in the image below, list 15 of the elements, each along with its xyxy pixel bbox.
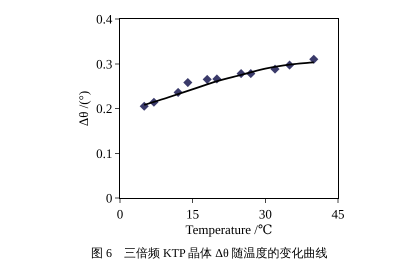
point (202, 74, 212, 84)
y-tick-label: 0.2 (96, 101, 112, 116)
x-tick-label: 0 (116, 206, 124, 222)
point (183, 78, 192, 88)
caption: 图 6 三倍频 KTP 晶体 Δθ 随温度的变化曲线 (91, 246, 328, 260)
y-axis-title: Δθ /(°) (76, 90, 92, 126)
y-tick-label: 0.1 (96, 146, 112, 161)
y-tick-label: 0 (106, 190, 112, 206)
y-tick-label: 0.3 (96, 56, 112, 72)
point (309, 54, 318, 64)
x-tick-label: 15 (186, 206, 200, 222)
x-tick-label: 45 (332, 206, 344, 222)
x-tick-label: 30 (258, 206, 272, 222)
x-axis-title: Temperature /℃ (186, 222, 272, 238)
y-tick-label: 0.4 (96, 12, 113, 27)
